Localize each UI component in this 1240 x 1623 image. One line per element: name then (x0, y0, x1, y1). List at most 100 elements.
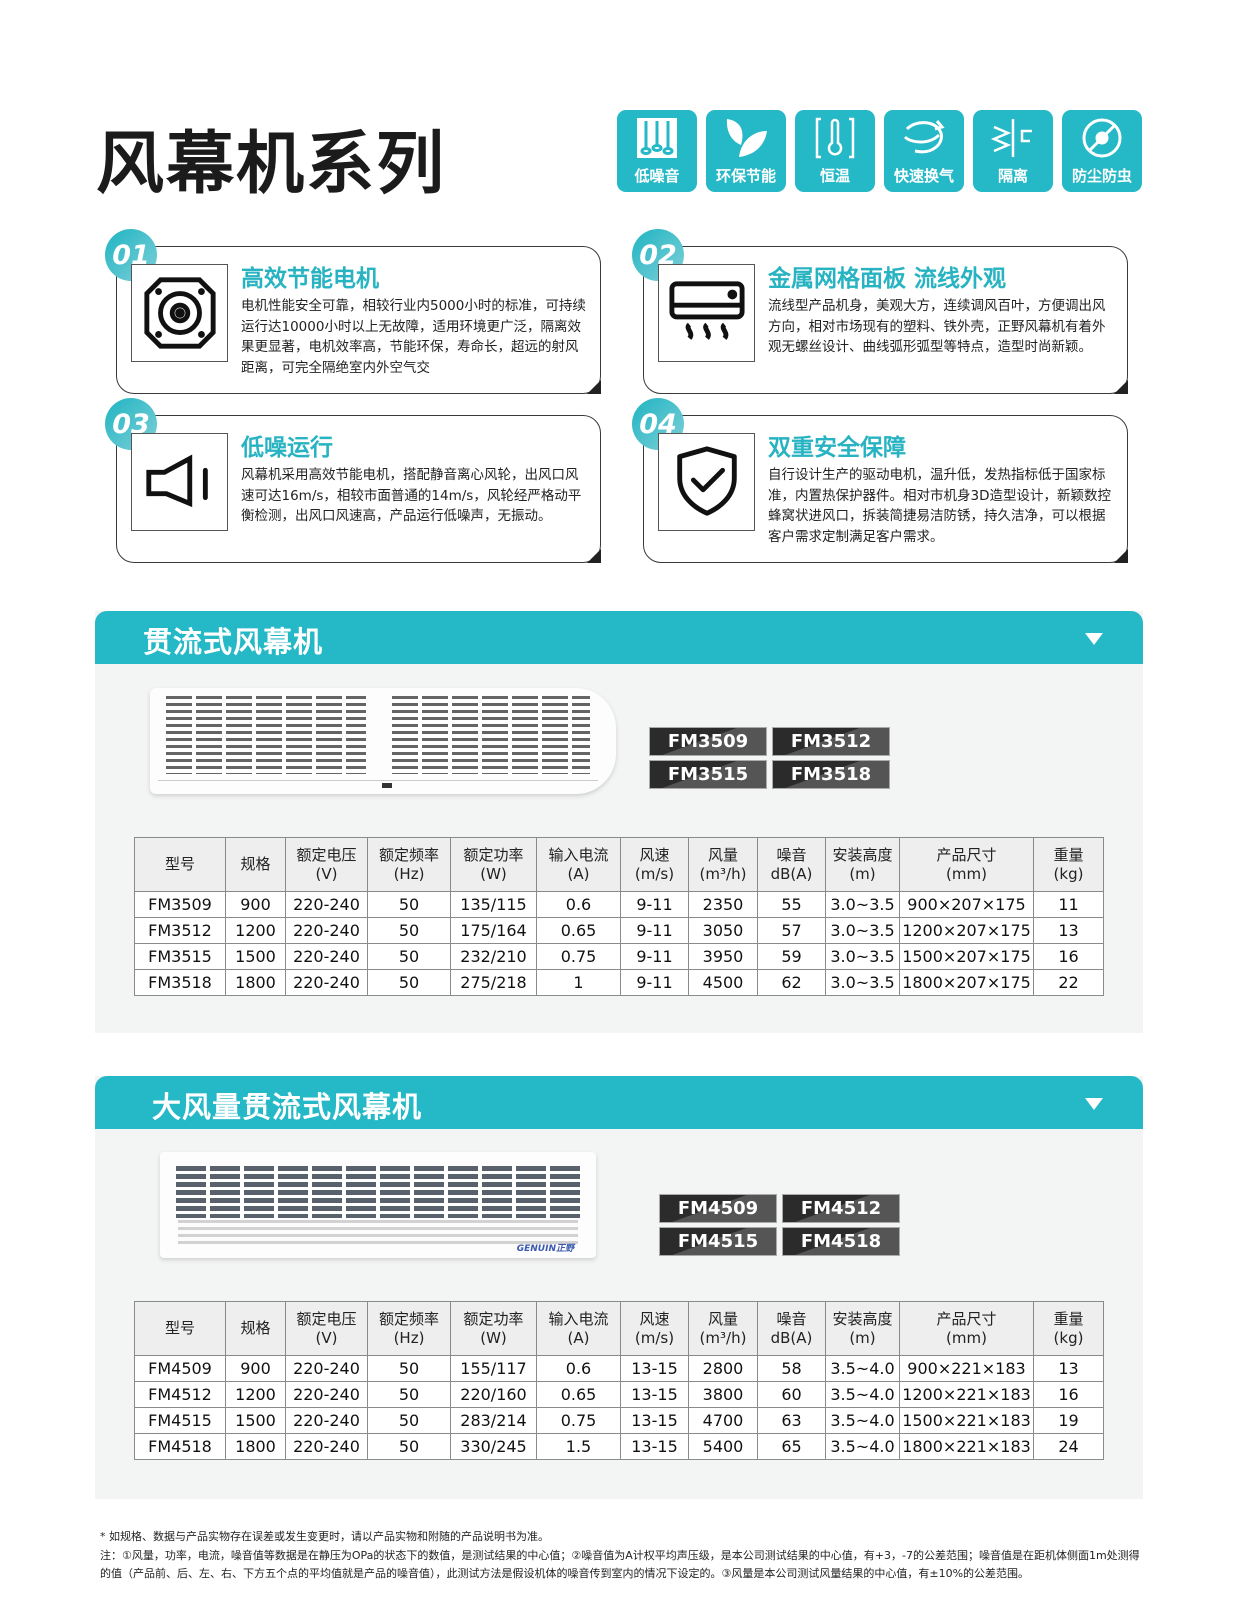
triangle-down-icon[interactable] (1085, 1098, 1103, 1110)
feature-card-panel: 02 金属网格面板 流线外观 流线型产品机身，美观大方，连续调风百叶，方便调出风… (632, 229, 1128, 394)
model-badge: FM4509 (659, 1194, 777, 1223)
feature-dustproof: 防尘防虫 (1062, 110, 1142, 192)
table-cell: 220-240 (285, 891, 368, 918)
table-header-row: 型号 规格 额定电压 (V) 额定频率 (Hz) 额定功率 (W) 输入电流 (A) 风速 … (134, 1301, 1104, 1356)
table-cell: 3800 (688, 1381, 758, 1408)
column-header: 额定频率 (Hz) (367, 837, 451, 892)
table-cell: 11 (1033, 891, 1104, 918)
column-header: 安装高度 (m) (825, 1301, 900, 1356)
table-cell: 3.5~4.0 (825, 1355, 900, 1382)
table-cell: 0.65 (536, 1381, 621, 1408)
table-cell: 900 (225, 891, 286, 918)
feature-fast-ventilation: 快速换气 (884, 110, 964, 192)
feature-card-motor: 01 高效节能电机 电机性能安全可靠，相较行业内5000小时的标准，可持续运行达… (105, 229, 601, 394)
table-cell: 3.0~3.5 (825, 969, 900, 996)
table-cell: 135/115 (450, 891, 537, 918)
table-cell: 1200 (225, 1381, 286, 1408)
table-cell: 275/218 (450, 969, 537, 996)
column-header: 产品尺寸 (mm) (899, 1301, 1034, 1356)
table-cell: 60 (757, 1381, 826, 1408)
table-cell: 13-15 (620, 1381, 689, 1408)
card-body: 电机性能安全可靠，相较行业内5000小时的标准，可持续运行达10000小时以上无… (241, 298, 586, 376)
table-cell: 2800 (688, 1355, 758, 1382)
section-title: 大风量贯流式风幕机 (152, 1090, 423, 1124)
table-cell: 59 (757, 943, 826, 970)
table-cell: 220-240 (285, 1381, 368, 1408)
product-image-fm45: GENUIN正野 (160, 1152, 596, 1258)
column-header: 产品尺寸 (mm) (899, 837, 1034, 892)
feature-constant-temp: 恒温 (795, 110, 875, 192)
barrier-icon (990, 119, 1032, 157)
table-cell: 9-11 (620, 891, 689, 918)
table-cell: 220-240 (285, 1407, 368, 1434)
table-cell: 0.75 (536, 943, 621, 970)
leaf-icon (726, 119, 767, 157)
model-badge: FM4512 (782, 1194, 900, 1223)
table-cell: 0.6 (536, 891, 621, 918)
card-title: 低噪运行 (241, 435, 333, 461)
card-title: 高效节能电机 (241, 266, 379, 292)
table-cell: 1800×221×183 (899, 1433, 1034, 1460)
column-header: 规格 (225, 837, 286, 892)
table-row: FM3509 900 220-240 50 135/115 0.6 9-11 2350 55 3.… (134, 891, 1104, 918)
model-badges: FM3509 FM3512 FM3515 FM3518 (649, 727, 890, 789)
table-cell: FM4512 (134, 1381, 226, 1408)
table-cell: 3.0~3.5 (825, 891, 900, 918)
table-cell: 50 (367, 1433, 451, 1460)
column-header: 风速 (m/s) (620, 837, 689, 892)
shield-check-icon (676, 446, 737, 516)
sliders-icon (637, 118, 677, 158)
section-cross-flow: 贯流式风幕机 FM3509 FM3512 FM3515 FM3518 型号 规格额… (95, 611, 1143, 1033)
table-cell: 57 (757, 917, 826, 944)
table-cell: 65 (757, 1433, 826, 1460)
table-cell: 220-240 (285, 1355, 368, 1382)
column-header: 风速 (m/s) (620, 1301, 689, 1356)
feature-eco: 环保节能 (706, 110, 786, 192)
column-header: 额定电压 (V) (285, 837, 368, 892)
column-header: 输入电流 (A) (536, 1301, 621, 1356)
card-title: 双重安全保障 (768, 435, 906, 461)
table-cell: 220/160 (450, 1381, 537, 1408)
table-cell: 9-11 (620, 943, 689, 970)
table-cell: 4700 (688, 1407, 758, 1434)
section-header[interactable]: 大风量贯流式风幕机 (95, 1076, 1143, 1129)
model-badge: FM3515 (649, 760, 767, 789)
table-cell: 900×221×183 (899, 1355, 1034, 1382)
feature-card-low-noise: 03 低噪运行 风幕机采用高效节能电机，搭配静音离心风轮，出风口风速可达16m/… (105, 398, 601, 563)
section-header[interactable]: 贯流式风幕机 (95, 611, 1143, 664)
table-cell: 13-15 (620, 1407, 689, 1434)
table-cell: 9-11 (620, 917, 689, 944)
table-cell: 220-240 (285, 917, 368, 944)
test-notes: 注：①风量，功率，电流，噪音值等数据是在静压为OPa的状态下的数值，是测试结果的… (100, 1548, 1140, 1581)
model-badge: FM3512 (772, 727, 890, 756)
table-cell: 63 (757, 1407, 826, 1434)
model-badges: FM4509 FM4512 FM4515 FM4518 (659, 1194, 900, 1256)
table-row: FM4518 1800 220-240 50 330/245 1.5 13-15 5400 65… (134, 1433, 1104, 1460)
column-header: 输入电流 (A) (536, 837, 621, 892)
table-cell: 1200×221×183 (899, 1381, 1034, 1408)
table-cell: 1200×207×175 (899, 917, 1034, 944)
thermometer-icon (815, 117, 855, 159)
table-cell: 1800 (225, 969, 286, 996)
table-cell: 19 (1033, 1407, 1104, 1434)
model-badge: FM3509 (649, 727, 767, 756)
table-row: FM3515 1500 220-240 50 232/210 0.75 9-11 3950 59… (134, 943, 1104, 970)
card-number: 02 (632, 229, 684, 281)
card-body: 风幕机采用高效节能电机，搭配静音离心风轮，出风口风速可达16m/s，相较市面普通… (241, 467, 582, 524)
table-cell: 62 (757, 969, 826, 996)
table-cell: FM4509 (134, 1355, 226, 1382)
model-badge: FM4518 (782, 1227, 900, 1256)
model-badge: FM3518 (772, 760, 890, 789)
column-header: 额定频率 (Hz) (367, 1301, 451, 1356)
table-cell: 1500 (225, 1407, 286, 1434)
model-badge: FM4515 (659, 1227, 777, 1256)
table-cell: 900 (225, 1355, 286, 1382)
table-cell: 1200 (225, 917, 286, 944)
column-header: 型号 (134, 837, 226, 892)
triangle-down-icon[interactable] (1085, 633, 1103, 645)
feature-isolation: 隔离 (973, 110, 1053, 192)
table-cell: 1800×207×175 (899, 969, 1034, 996)
card-title: 金属网格面板 流线外观 (768, 266, 1007, 292)
disclaimer: * 如规格、数据与产品实物存在误差或发生变更时，请以产品实物和附随的产品说明书为… (100, 1530, 549, 1543)
column-header: 型号 (134, 1301, 226, 1356)
